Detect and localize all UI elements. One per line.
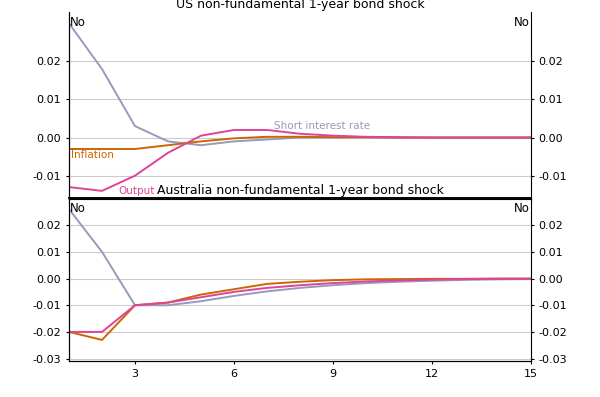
Text: No: No — [514, 15, 530, 29]
Title: US non-fundamental 1-year bond shock: US non-fundamental 1-year bond shock — [176, 0, 424, 11]
Text: No: No — [70, 202, 86, 215]
Text: Output: Output — [119, 186, 155, 196]
Text: Short interest rate: Short interest rate — [274, 121, 370, 131]
Text: Inflation: Inflation — [71, 150, 113, 160]
Title: Australia non-fundamental 1-year bond shock: Australia non-fundamental 1-year bond sh… — [157, 184, 443, 197]
Text: No: No — [70, 15, 86, 29]
Text: No: No — [514, 202, 530, 215]
